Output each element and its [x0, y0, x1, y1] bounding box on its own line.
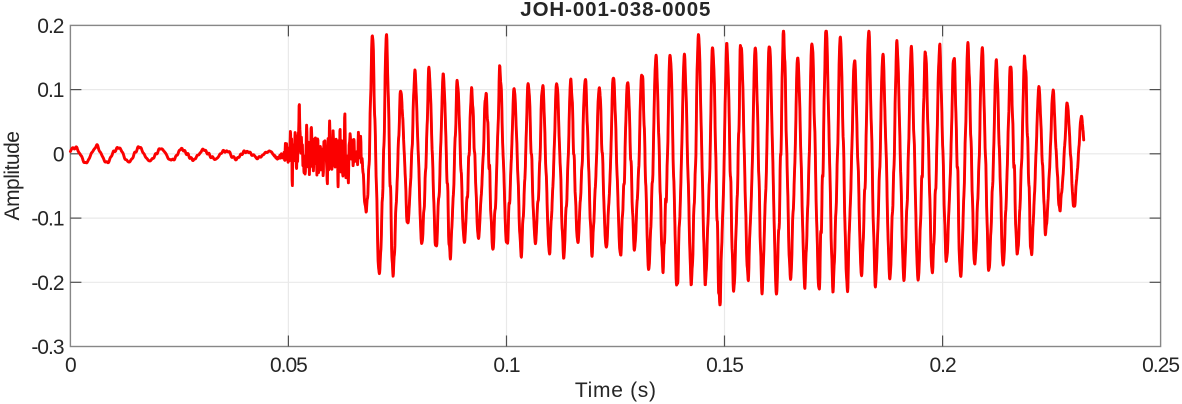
svg-text:Amplitude: Amplitude — [1, 132, 24, 221]
svg-text:-0.2: -0.2 — [31, 272, 64, 295]
svg-text:0.25: 0.25 — [1142, 354, 1179, 377]
svg-text:0.2: 0.2 — [37, 15, 64, 38]
svg-text:0.1: 0.1 — [493, 354, 520, 377]
svg-text:0.2: 0.2 — [929, 354, 956, 377]
svg-text:0.05: 0.05 — [270, 354, 307, 377]
svg-text:0: 0 — [65, 354, 76, 377]
svg-text:JOH-001-038-0005: JOH-001-038-0005 — [520, 0, 711, 21]
svg-text:0: 0 — [53, 143, 64, 166]
svg-text:-0.3: -0.3 — [31, 336, 64, 359]
svg-text:0.15: 0.15 — [706, 354, 743, 377]
svg-text:-0.1: -0.1 — [31, 208, 64, 231]
svg-text:Time (s): Time (s) — [575, 379, 657, 402]
svg-text:0.1: 0.1 — [37, 79, 64, 102]
